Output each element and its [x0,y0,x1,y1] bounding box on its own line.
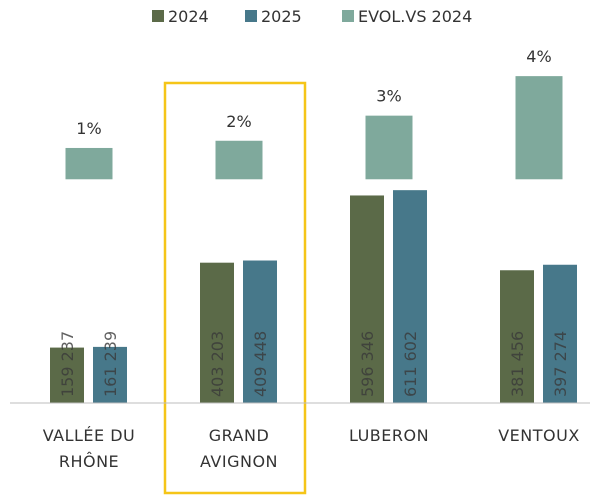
data-label: 403 203 [208,331,227,397]
legend-label: EVOL.VS 2024 [358,7,472,26]
x-tick-label: VALLÉE DU RHÔNE [42,426,136,471]
data-label: 381 456 [508,331,527,397]
bar [393,190,427,403]
data-label: 2% [226,112,251,131]
legend-label: 2024 [168,7,209,26]
legend-swatch [152,10,164,22]
bar [200,262,234,403]
data-label: 611 602 [401,331,420,397]
bar [500,270,534,403]
bar [93,346,127,403]
data-label: 159 237 [58,331,77,397]
data-label: 397 274 [551,331,570,397]
x-tick-label: VENTOUX [498,426,580,445]
legend-swatch [245,10,257,22]
data-label: 3% [376,87,401,106]
bar [515,76,563,180]
x-tick-label: GRAND AVIGNON [199,426,278,471]
bar [65,147,113,180]
x-tick-label: LUBERON [348,426,430,445]
bar [50,347,84,403]
bar [243,260,277,403]
data-label: 4% [526,47,551,66]
legend-swatch [342,10,354,22]
bar [215,140,263,180]
bar [543,264,577,403]
bar [350,195,384,403]
legend-label: 2025 [261,7,302,26]
data-label: 1% [76,119,101,138]
data-label: 596 346 [358,331,377,397]
data-label: 409 448 [251,331,270,397]
data-label: 161 239 [101,331,120,397]
highlight-box [163,81,307,495]
bar [365,115,413,180]
